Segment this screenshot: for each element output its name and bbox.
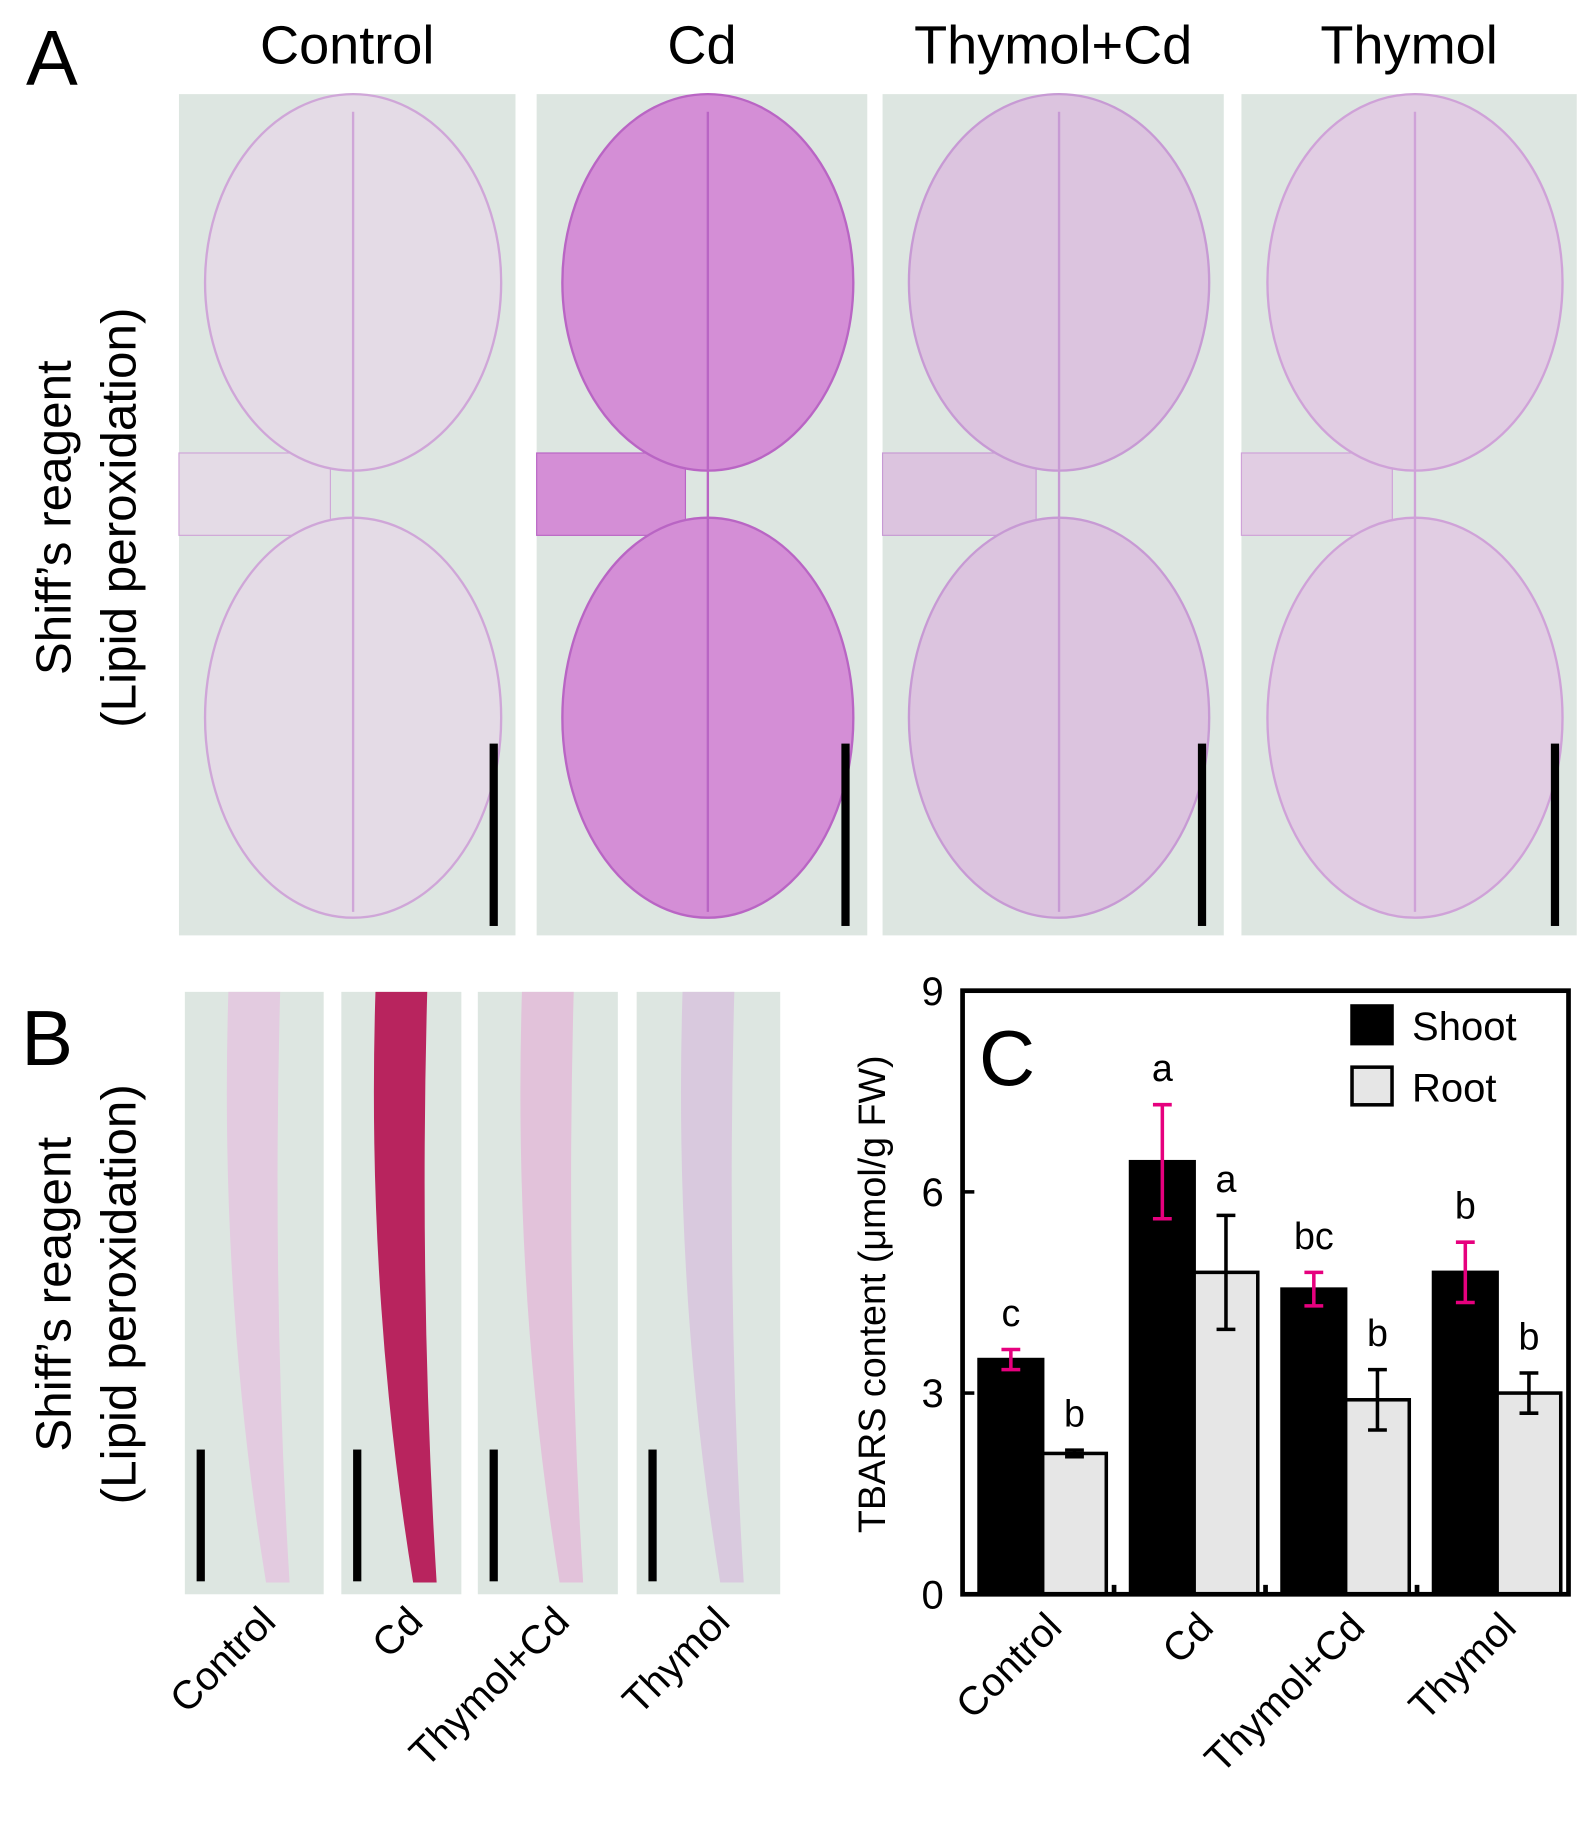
column-title: Thymol <box>1320 16 1497 76</box>
significance-letter: c <box>1001 1292 1020 1334</box>
panel-a-label: A <box>26 16 78 102</box>
y-tick-label: 6 <box>921 1171 943 1215</box>
y-tick-label: 0 <box>921 1573 943 1617</box>
panel-b-ylabel: Shiff’s reagent <box>27 1137 82 1452</box>
column-label: Cd <box>364 1599 431 1666</box>
y-tick-label: 9 <box>921 970 943 1014</box>
bar <box>977 1357 1045 1597</box>
column-title: Thymol+Cd <box>914 16 1192 76</box>
legend-label: Shoot <box>1412 1005 1517 1049</box>
column-title: Cd <box>667 16 736 76</box>
x-tick-label: Control <box>948 1605 1070 1727</box>
x-tick-label: Thymol <box>1401 1605 1525 1729</box>
x-tick-label: Thymol+Cd <box>1197 1605 1374 1782</box>
bar <box>1343 1398 1412 1597</box>
legend-label: Root <box>1412 1066 1497 1110</box>
bar <box>1495 1391 1563 1597</box>
bar <box>1128 1159 1196 1597</box>
scale-bar <box>489 1449 498 1582</box>
significance-letter: b <box>1367 1312 1388 1354</box>
panel-b-label: B <box>21 996 73 1082</box>
significance-letter: a <box>1215 1158 1236 1200</box>
panel-a-ylabel: (Lipid peroxidation) <box>91 308 146 728</box>
bar <box>1040 1451 1109 1597</box>
panel-b-ylabel: (Lipid peroxidation) <box>91 1084 146 1504</box>
y-tick-label: 3 <box>921 1372 943 1416</box>
significance-letter: b <box>1064 1393 1085 1435</box>
root <box>520 991 584 1583</box>
significance-letter: bc <box>1294 1215 1334 1257</box>
root <box>373 991 437 1583</box>
panel-c-label: C <box>979 1016 1035 1102</box>
column-label: Control <box>162 1599 284 1721</box>
stem <box>178 452 331 536</box>
x-tick-label: Cd <box>1154 1605 1221 1672</box>
column-label: Thymol <box>614 1599 738 1723</box>
stem <box>881 452 1037 536</box>
scale-bar <box>489 743 498 926</box>
significance-letter: b <box>1455 1185 1476 1227</box>
panel-a-ylabel: Shiff’s reagent <box>27 360 82 675</box>
bar <box>1280 1287 1348 1597</box>
stem <box>1240 452 1393 536</box>
scale-bar <box>1197 743 1207 926</box>
y-axis-title: TBARS content (μmol/g FW) <box>851 1055 893 1533</box>
scale-bar <box>1550 743 1560 926</box>
legend-swatch <box>1350 1065 1394 1107</box>
significance-letter: a <box>1152 1047 1173 1089</box>
root <box>226 991 290 1583</box>
legend-swatch <box>1350 1004 1394 1046</box>
scale-bar <box>353 1449 362 1582</box>
column-label: Thymol+Cd <box>401 1599 578 1776</box>
column-title: Control <box>260 16 434 76</box>
bar <box>1431 1270 1499 1597</box>
root <box>680 991 744 1583</box>
plot-frame <box>960 988 1571 1597</box>
significance-letter: b <box>1518 1315 1539 1357</box>
scale-bar <box>841 743 850 926</box>
scale-bar <box>648 1449 657 1582</box>
scale-bar <box>196 1449 205 1582</box>
stem <box>536 452 687 536</box>
